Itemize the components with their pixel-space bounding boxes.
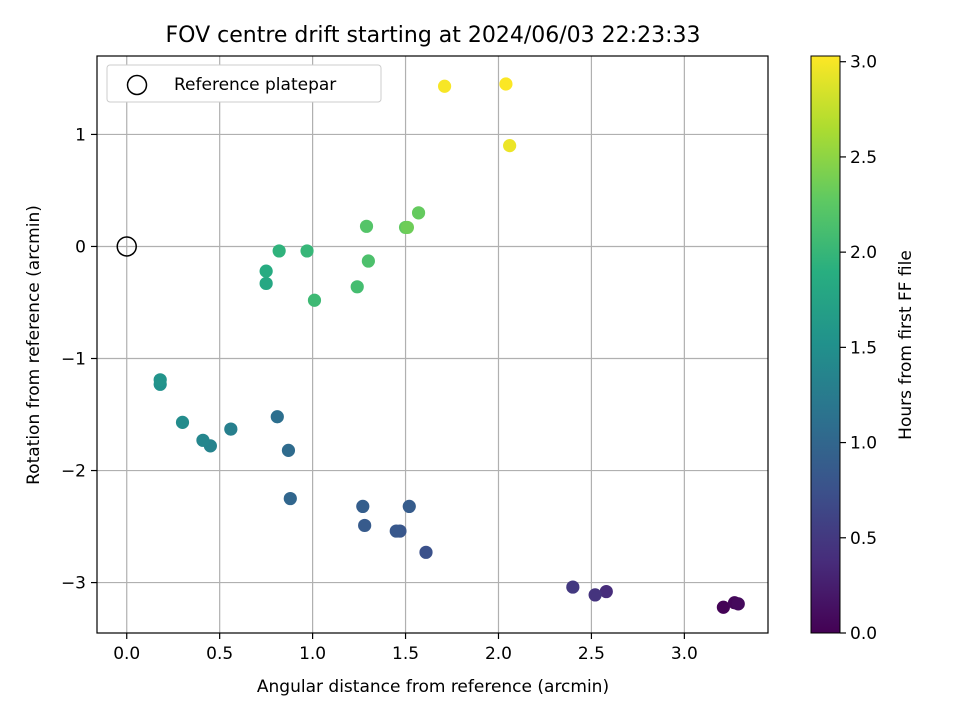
data-point bbox=[283, 491, 297, 506]
data-point bbox=[356, 499, 370, 513]
data-points bbox=[153, 77, 745, 614]
grid-lines bbox=[97, 56, 768, 633]
x-tick-label: 1.5 bbox=[392, 644, 419, 664]
data-point bbox=[400, 220, 415, 235]
data-point bbox=[437, 79, 452, 93]
legend: Reference platepar bbox=[106, 64, 382, 103]
y-tick-label: −3 bbox=[61, 574, 86, 594]
x-tick-label: 0.0 bbox=[113, 644, 140, 664]
x-tick-label: 0.5 bbox=[206, 644, 233, 664]
y-axis-ticks: −3 −2 −1 0 1 bbox=[61, 125, 97, 594]
data-point bbox=[358, 518, 372, 533]
data-point bbox=[270, 410, 284, 424]
y-tick-label: 1 bbox=[75, 125, 86, 145]
data-point bbox=[272, 244, 286, 258]
data-point bbox=[731, 597, 745, 611]
data-point bbox=[411, 206, 426, 220]
colorbar-gradient bbox=[810, 55, 841, 634]
colorbar-tick-label: 3.0 bbox=[850, 53, 877, 73]
data-point bbox=[588, 588, 602, 602]
colorbar-tick-label: 0.0 bbox=[850, 624, 877, 644]
legend-label: Reference platepar bbox=[174, 75, 336, 95]
data-point bbox=[499, 77, 513, 91]
y-tick-label: −1 bbox=[61, 350, 86, 370]
chart-title: FOV centre drift starting at 2024/06/03 … bbox=[166, 23, 701, 48]
y-tick-label: −2 bbox=[61, 462, 86, 482]
colorbar-ticks: 0.0 0.5 1.0 1.5 2.0 2.5 3.0 bbox=[840, 53, 877, 644]
data-point bbox=[259, 276, 273, 291]
data-point bbox=[503, 139, 517, 153]
data-point bbox=[307, 293, 322, 307]
data-point bbox=[402, 499, 416, 513]
reference-marker bbox=[116, 236, 137, 257]
x-axis-label: Angular distance from reference (arcmin) bbox=[257, 677, 609, 697]
legend-box bbox=[106, 64, 382, 103]
data-point bbox=[566, 580, 580, 594]
data-point bbox=[599, 584, 613, 599]
data-point bbox=[419, 545, 433, 559]
data-point bbox=[224, 422, 238, 436]
y-tick-label: 0 bbox=[75, 237, 86, 257]
data-point bbox=[361, 254, 375, 268]
colorbar-tick-label: 2.0 bbox=[850, 243, 877, 263]
data-point bbox=[359, 219, 374, 233]
data-point bbox=[175, 415, 190, 429]
x-tick-label: 2.5 bbox=[578, 644, 605, 664]
x-tick-label: 1.0 bbox=[299, 644, 326, 664]
data-point bbox=[259, 264, 273, 278]
plot-frame bbox=[96, 55, 769, 634]
data-point bbox=[350, 280, 364, 294]
data-point bbox=[389, 524, 403, 538]
colorbar-tick-label: 1.5 bbox=[850, 338, 877, 358]
colorbar-tick-label: 0.5 bbox=[850, 529, 877, 549]
data-point bbox=[153, 373, 167, 387]
colorbar: 0.0 0.5 1.0 1.5 2.0 2.5 3.0 Hours from first F… bbox=[810, 53, 916, 644]
data-point bbox=[196, 433, 210, 447]
x-tick-label: 2.0 bbox=[485, 644, 512, 664]
data-point bbox=[716, 600, 730, 614]
data-point bbox=[281, 443, 296, 457]
y-axis-label: Rotation from reference (arcmin) bbox=[24, 205, 44, 485]
x-axis-ticks: 0.0 0.5 1.0 1.5 2.0 2.5 3.0 bbox=[113, 633, 698, 664]
colorbar-tick-label: 1.0 bbox=[850, 434, 877, 454]
x-tick-label: 3.0 bbox=[671, 644, 698, 664]
legend-marker bbox=[126, 74, 148, 96]
colorbar-label: Hours from first FF file bbox=[896, 250, 916, 440]
colorbar-tick-label: 2.5 bbox=[850, 148, 877, 168]
data-point bbox=[300, 244, 314, 258]
